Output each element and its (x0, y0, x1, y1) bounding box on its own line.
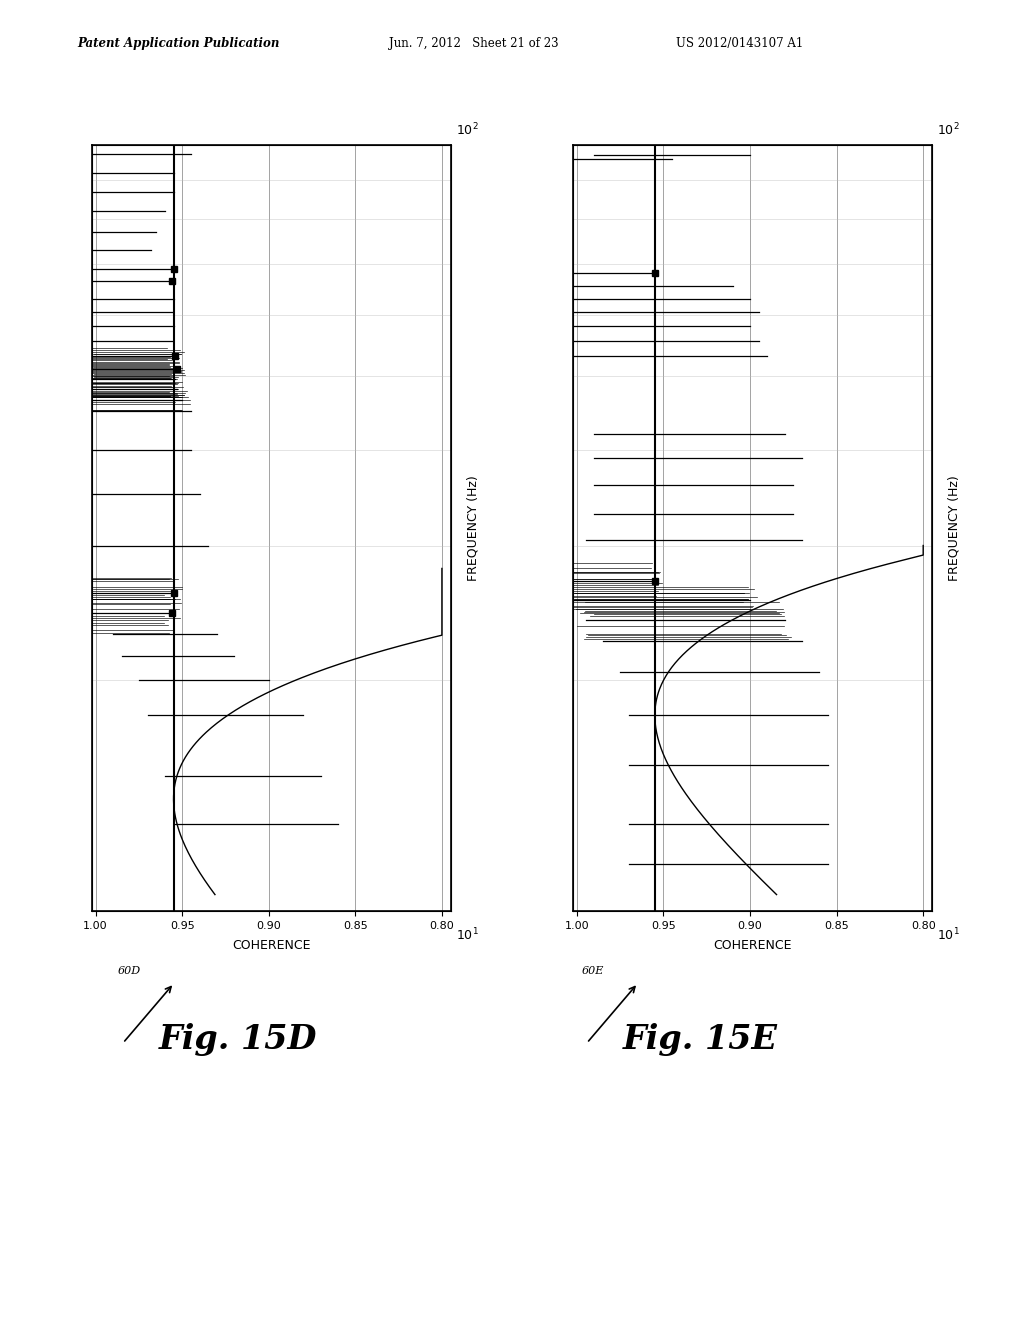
Text: Jun. 7, 2012   Sheet 21 of 23: Jun. 7, 2012 Sheet 21 of 23 (389, 37, 559, 50)
Text: Patent Application Publication: Patent Application Publication (77, 37, 280, 50)
Y-axis label: FREQUENCY (Hz): FREQUENCY (Hz) (467, 475, 479, 581)
Text: $10^1$: $10^1$ (937, 927, 959, 944)
Text: Fig. 15D: Fig. 15D (159, 1023, 317, 1056)
X-axis label: COHERENCE: COHERENCE (232, 939, 310, 952)
Text: 60E: 60E (582, 966, 604, 977)
Text: $10^2$: $10^2$ (456, 121, 478, 139)
Y-axis label: FREQUENCY (Hz): FREQUENCY (Hz) (948, 475, 961, 581)
Text: $10^2$: $10^2$ (937, 121, 959, 139)
Text: US 2012/0143107 A1: US 2012/0143107 A1 (676, 37, 803, 50)
Text: $10^1$: $10^1$ (456, 927, 478, 944)
X-axis label: COHERENCE: COHERENCE (714, 939, 792, 952)
Text: 60D: 60D (118, 966, 141, 977)
Text: Fig. 15E: Fig. 15E (623, 1023, 777, 1056)
